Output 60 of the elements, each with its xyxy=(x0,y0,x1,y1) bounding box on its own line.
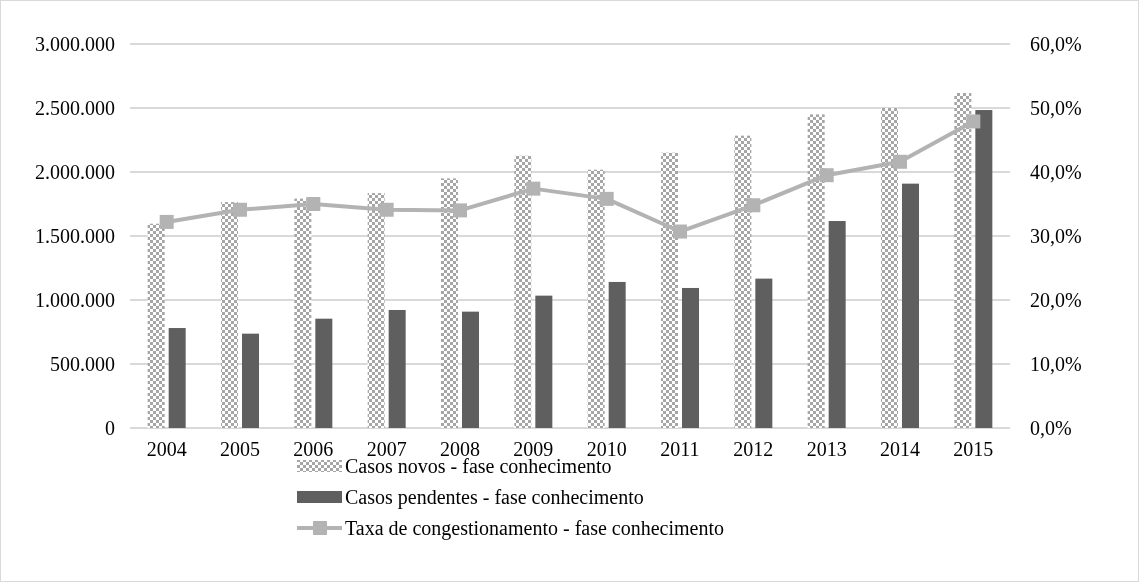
bar xyxy=(682,287,699,428)
x-tick-label: 2012 xyxy=(733,438,774,460)
bar xyxy=(535,295,553,428)
bar xyxy=(828,221,846,428)
bar xyxy=(147,223,165,428)
y2-tick-label: 0,0% xyxy=(1030,417,1072,439)
bar xyxy=(902,183,919,428)
y-tick-label: 2.500.000 xyxy=(35,97,115,119)
bar xyxy=(807,114,825,428)
bar xyxy=(294,198,312,428)
bar xyxy=(514,155,532,428)
x-tick-label: 2004 xyxy=(146,438,187,460)
bar xyxy=(315,318,333,428)
x-tick-label: 2013 xyxy=(806,438,847,460)
bar xyxy=(587,169,605,428)
y2-tick-label: 60,0% xyxy=(1030,33,1082,55)
y2-tick-label: 40,0% xyxy=(1030,161,1082,183)
x-tick-label: 2014 xyxy=(880,438,920,460)
x-tick-label: 2015 xyxy=(953,438,994,460)
point xyxy=(306,197,321,211)
point xyxy=(159,214,174,229)
y-tick-label: 0 xyxy=(105,417,115,439)
bar xyxy=(755,278,773,428)
y2-tick-label: 20,0% xyxy=(1030,289,1082,311)
point xyxy=(453,203,467,218)
x-tick-label: 2006 xyxy=(293,438,334,460)
point xyxy=(379,202,394,217)
legend-label: Casos pendentes - fase conhecimento xyxy=(345,486,644,509)
y-tick-label: 1.500.000 xyxy=(35,225,115,247)
bar xyxy=(734,135,752,428)
y2-tick-label: 10,0% xyxy=(1030,353,1082,375)
bar xyxy=(462,311,479,428)
bar xyxy=(975,110,993,428)
y-tick-label: 500.000 xyxy=(50,353,115,375)
bar xyxy=(221,202,238,428)
point xyxy=(819,168,834,183)
y-tick-label: 1.000.000 xyxy=(35,289,115,311)
point xyxy=(526,181,541,196)
point xyxy=(673,224,687,239)
point xyxy=(893,154,907,169)
x-tick-label: 2005 xyxy=(220,438,260,460)
bar xyxy=(441,178,458,428)
bar xyxy=(242,333,259,428)
y2-tick-label: 30,0% xyxy=(1030,225,1082,247)
legend-label: Taxa de congestionamento - fase conhecimento xyxy=(345,517,725,540)
point xyxy=(746,198,761,213)
bar xyxy=(881,108,898,428)
y2-tick-label: 50,0% xyxy=(1030,97,1082,119)
y-tick-label: 3.000.000 xyxy=(35,33,115,55)
bar xyxy=(954,93,972,428)
bar xyxy=(661,152,678,428)
x-tick-label: 2011 xyxy=(660,438,700,460)
bar xyxy=(168,328,186,428)
y-tick-label: 2.000.000 xyxy=(35,161,115,183)
bar xyxy=(608,281,626,428)
point xyxy=(233,202,247,217)
bar xyxy=(367,192,385,428)
point xyxy=(599,191,614,206)
bar xyxy=(388,309,406,428)
point xyxy=(966,114,981,129)
